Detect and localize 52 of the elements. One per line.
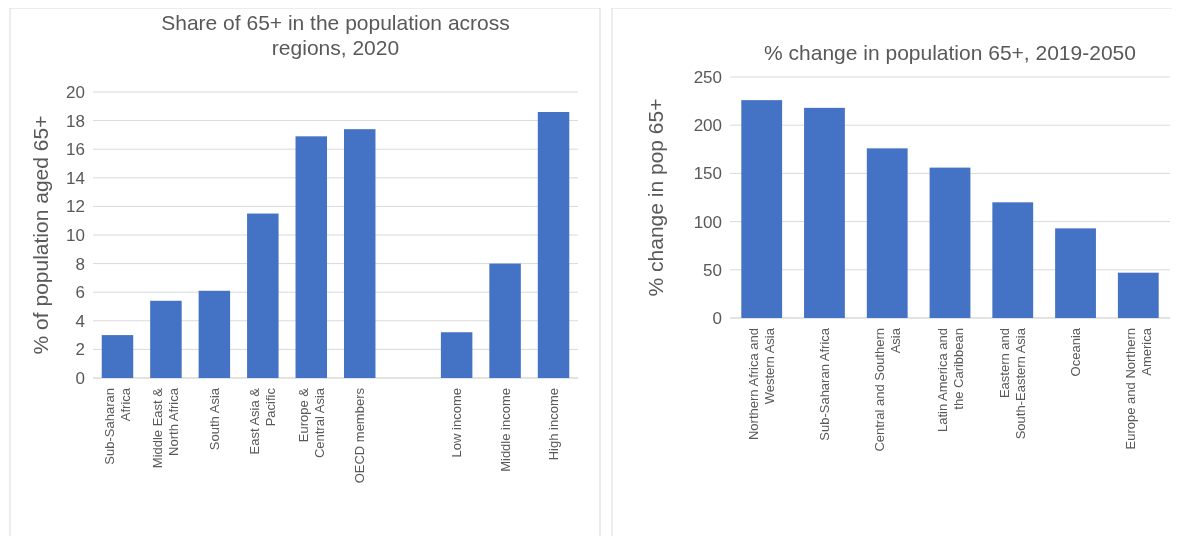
x-tick-label: Oceania — [1068, 327, 1084, 377]
bar — [741, 100, 783, 318]
y-tick-label: 20 — [66, 82, 85, 102]
bar — [992, 202, 1034, 318]
y-tick-label: 10 — [66, 225, 85, 245]
y-tick-label: 18 — [66, 111, 85, 131]
bar — [866, 148, 908, 318]
bar — [537, 112, 570, 378]
y-tick-label: 4 — [75, 311, 85, 331]
bar — [150, 300, 182, 378]
y-tick-label: 14 — [66, 168, 85, 188]
x-tick-label: OECD members — [352, 387, 368, 484]
bar — [804, 107, 845, 318]
x-tick-label: East Asia & Pacific — [247, 387, 279, 455]
bar — [929, 167, 971, 318]
y-tick-label: 8 — [75, 254, 85, 274]
bar — [295, 136, 328, 378]
x-tick-label: Latin America and the Caribbean — [934, 328, 966, 433]
x-tick-label: Northern Africa and Western Asia — [746, 327, 778, 441]
y-tick-label: 200 — [693, 116, 722, 136]
y-tick-label: 0 — [712, 308, 722, 328]
bar — [440, 332, 473, 378]
y-tick-label: 100 — [693, 212, 722, 232]
bar — [343, 129, 376, 378]
x-tick-label: Middle East & North Africa — [150, 387, 182, 469]
y-tick-label: 12 — [66, 197, 85, 217]
y-tick-label: 2 — [75, 340, 85, 360]
bar — [1117, 272, 1159, 318]
x-tick-label: Middle income — [497, 388, 513, 472]
x-tick-label: High income — [546, 388, 562, 461]
y-tick-label: 16 — [66, 140, 85, 160]
x-tick-label: Europe and Northern America — [1122, 327, 1154, 450]
y-tick-label: 0 — [75, 368, 85, 388]
y-tick-label: 150 — [693, 164, 722, 184]
chart-title: % change in population 65+, 2019-2050 — [764, 41, 1136, 64]
y-axis-title: % of population aged 65+ — [29, 115, 52, 355]
y-tick-label: 50 — [703, 260, 722, 280]
x-tick-label: Sub-Saharan Africa — [817, 327, 833, 441]
bar — [489, 263, 521, 378]
bar — [1055, 228, 1096, 318]
bar — [198, 290, 231, 378]
x-tick-label: Sub-Saharan Africa — [102, 387, 134, 465]
x-tick-label: Central and Southern Asia — [871, 327, 903, 452]
chart-title: Share of 65+ in the population across regions, 2020 — [161, 11, 510, 59]
x-tick-label: Europe & Central Asia — [295, 387, 327, 459]
x-tick-label: Low income — [449, 388, 465, 458]
y-tick-label: 250 — [693, 67, 722, 87]
bar — [101, 335, 134, 378]
y-tick-label: 6 — [75, 283, 85, 303]
x-tick-label: South Asia — [206, 387, 222, 451]
bar — [247, 213, 279, 378]
y-axis-title: % change in pop 65+ — [644, 98, 667, 297]
